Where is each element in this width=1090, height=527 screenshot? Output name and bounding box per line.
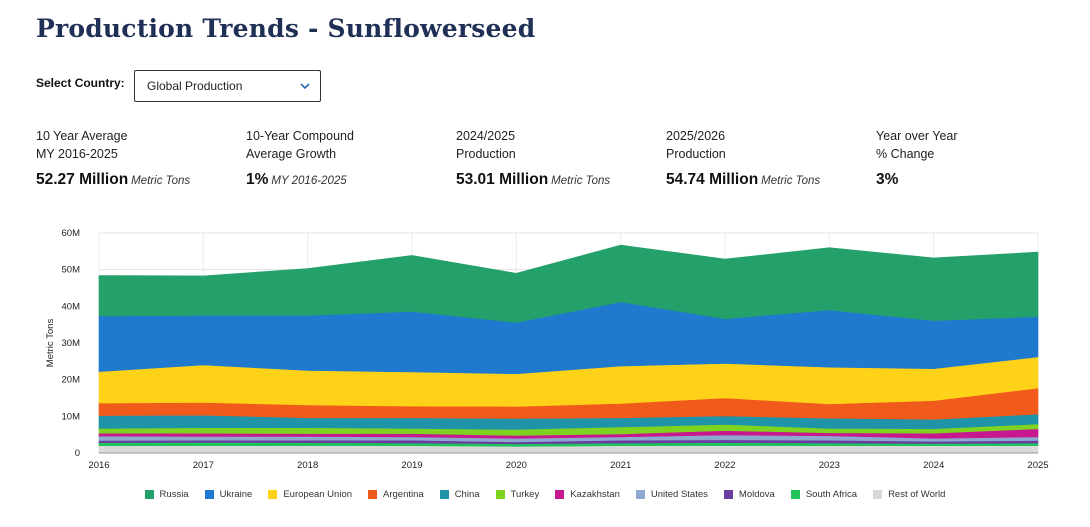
x-tick-label: 2019 — [401, 460, 422, 471]
stat-value: 54.74 Million — [666, 171, 759, 188]
country-select-dropdown[interactable]: Global Production — [134, 70, 321, 102]
stat-unit: Metric Tons — [761, 175, 821, 187]
y-tick-label: 0 — [75, 448, 80, 459]
country-select-label: Select Country: — [36, 76, 125, 90]
legend-item-rest-of-world[interactable]: Rest of World — [873, 487, 945, 501]
stat-value: 1% — [246, 171, 269, 188]
stat-label-line1: Year over Year — [876, 129, 958, 143]
legend-label: Moldova — [738, 488, 775, 500]
legend-label: Rest of World — [888, 488, 946, 500]
stat-label-line2: Production — [666, 147, 726, 161]
stat-2024-production: 2024/2025 Production 53.01 Million Metric… — [456, 127, 656, 189]
production-area-chart: 0 10M 20M 30M 40M 50M 60M 2016 2017 2018 2019 2020 2… — [45, 228, 1049, 471]
legend-swatch — [555, 489, 565, 499]
stat-label-line1: 10 Year Average — [36, 129, 128, 143]
legend-swatch — [204, 489, 214, 499]
legend-swatch — [268, 489, 278, 499]
legend-label: Kazakhstan — [570, 488, 620, 500]
legend-label: European Union — [283, 488, 353, 500]
y-tick-label: 40M — [62, 301, 81, 312]
stat-label-line1: 2025/2026 — [666, 129, 726, 143]
stat-2025-production: 2025/2026 Production 54.74 Million Metric… — [666, 127, 866, 189]
stat-ten-year-average: 10 Year Average MY 2016-2025 52.27 Milli… — [36, 127, 236, 189]
legend-label: Argentina — [383, 488, 424, 500]
x-tick-label: 2024 — [923, 460, 944, 471]
stat-value: 53.01 Million — [456, 171, 549, 188]
legend-item-european-union[interactable]: European Union — [268, 487, 352, 501]
stat-value: 52.27 Million — [36, 171, 129, 188]
stat-unit: Metric Tons — [131, 175, 191, 187]
legend-label: China — [454, 488, 480, 500]
y-axis-label: Metric Tons — [45, 319, 56, 368]
chevron-down-icon — [300, 82, 310, 90]
stat-label-line2: Average Growth — [246, 147, 337, 161]
y-tick-label: 30M — [62, 338, 81, 349]
x-tick-label: 2022 — [714, 460, 735, 471]
chart-areas — [98, 244, 1039, 454]
x-tick-label: 2025 — [1027, 460, 1048, 471]
y-tick-label: 20M — [62, 375, 81, 386]
legend-swatch — [368, 489, 378, 499]
legend-swatch — [144, 489, 154, 499]
legend-item-china[interactable]: China — [439, 487, 480, 501]
legend-item-russia[interactable]: Russia — [144, 487, 189, 501]
legend-item-kazakhstan[interactable]: Kazakhstan — [555, 487, 620, 501]
stat-label-line2: Production — [456, 147, 516, 161]
legend-item-south-africa[interactable]: South Africa — [790, 487, 858, 501]
page-title: Production Trends - Sunflowerseed — [36, 14, 536, 43]
area-series-rest-of-world[interactable] — [98, 445, 1039, 454]
legend-label: Russia — [159, 488, 189, 500]
x-tick-label: 2018 — [297, 460, 318, 471]
y-tick-label: 60M — [62, 228, 81, 239]
stat-compound-growth: 10-Year Compound Average Growth 1% MY 201… — [246, 127, 446, 189]
stat-unit: Metric Tons — [551, 175, 611, 187]
legend-swatch — [439, 489, 449, 499]
area-series-russia[interactable] — [98, 244, 1039, 323]
stat-unit: MY 2016-2025 — [271, 175, 347, 187]
legend-label: United States — [650, 488, 708, 500]
legend-item-argentina[interactable]: Argentina — [368, 487, 424, 501]
legend-item-turkey[interactable]: Turkey — [495, 487, 540, 501]
country-select-value: Global Production — [147, 79, 243, 93]
stat-label-line1: 2024/2025 — [456, 129, 516, 143]
stat-year-over-year: Year over Year % Change 3% — [876, 127, 1076, 189]
y-tick-label: 10M — [62, 411, 81, 422]
legend-swatch — [873, 489, 883, 499]
stat-label-line2: % Change — [876, 147, 935, 161]
legend-label: Ukraine — [219, 488, 253, 500]
stat-label-line1: 10-Year Compound — [246, 129, 354, 143]
y-tick-label: 50M — [62, 265, 81, 276]
stat-label-line2: MY 2016-2025 — [36, 147, 118, 161]
legend-label: South Africa — [805, 488, 858, 500]
x-tick-label: 2016 — [88, 460, 109, 471]
legend-swatch — [635, 489, 645, 499]
stat-value: 3% — [876, 171, 899, 188]
legend-swatch — [495, 489, 505, 499]
legend-label: Turkey — [510, 488, 540, 500]
x-tick-label: 2023 — [819, 460, 840, 471]
chart-legend: Russia Ukraine European Union Argentina … — [0, 487, 1090, 501]
legend-swatch — [723, 489, 733, 499]
legend-item-ukraine[interactable]: Ukraine — [204, 487, 253, 501]
x-tick-label: 2017 — [193, 460, 214, 471]
legend-item-moldova[interactable]: Moldova — [723, 487, 775, 501]
legend-item-united-states[interactable]: United States — [635, 487, 708, 501]
x-tick-label: 2020 — [506, 460, 527, 471]
x-tick-label: 2021 — [610, 460, 631, 471]
legend-swatch — [790, 489, 800, 499]
